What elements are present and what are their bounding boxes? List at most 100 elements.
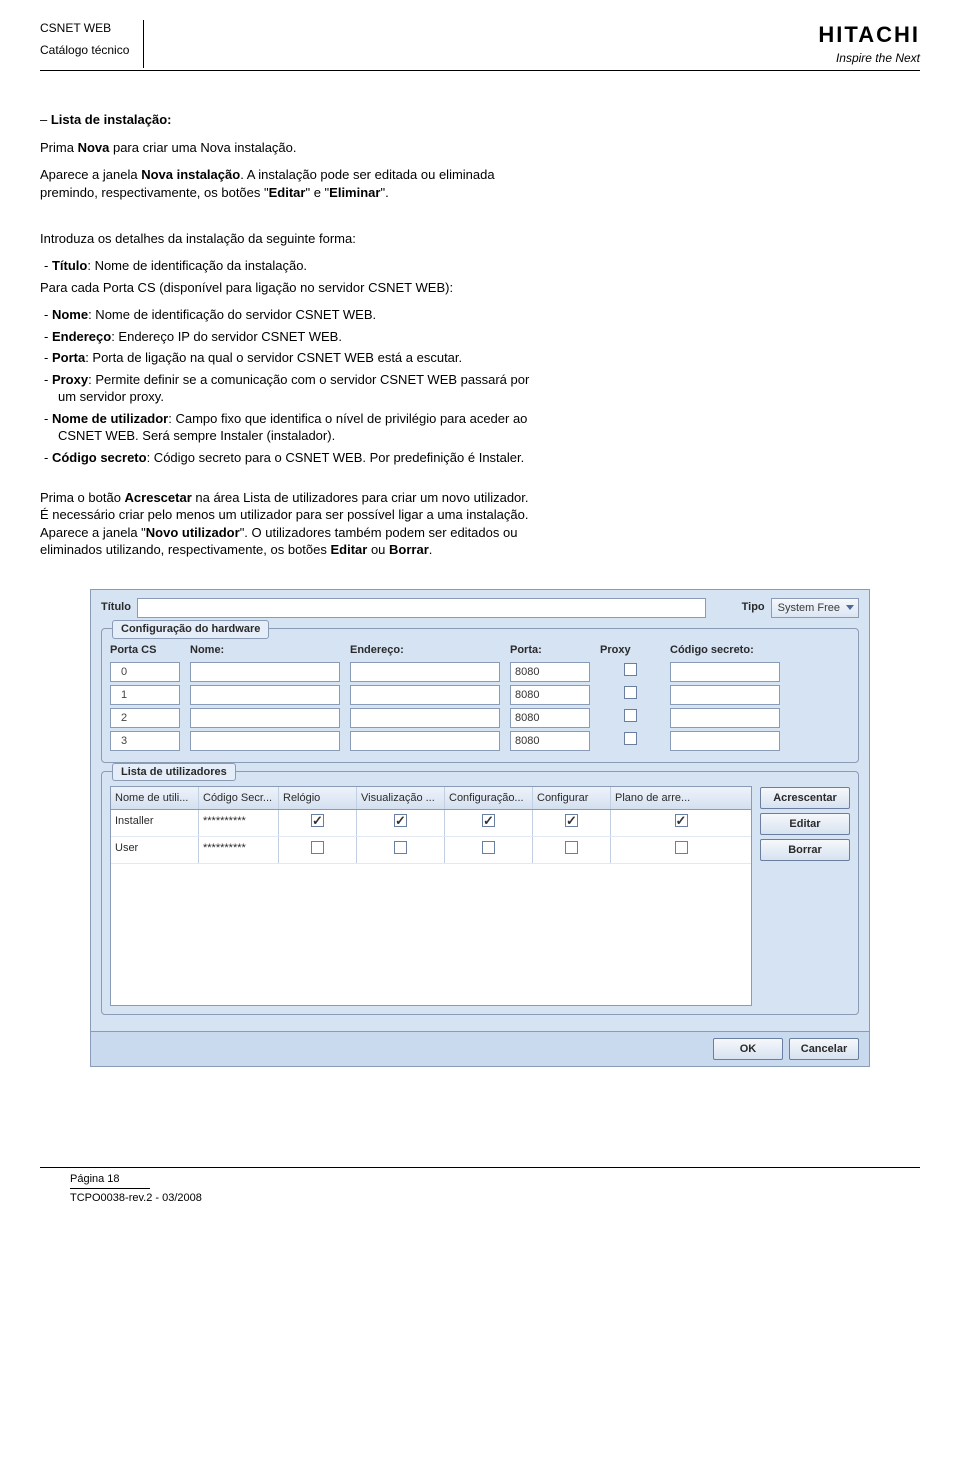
user-relogio [279,837,357,863]
checkbox-icon[interactable] [565,814,578,827]
checkbox-icon[interactable] [394,841,407,854]
hw-codigo-input[interactable] [670,731,780,751]
user-codigo: ********** [199,837,279,863]
hw-codigo-input[interactable] [670,708,780,728]
user-config2 [533,837,611,863]
user-plano [611,810,751,836]
title-row: Título Tipo System Free [101,598,859,618]
hw-nome-input[interactable] [190,731,340,751]
title-input[interactable] [137,598,706,618]
checkbox-icon[interactable] [675,814,688,827]
item-endereco: - Endereço: Endereço IP do servidor CSNE… [40,328,540,346]
hw-codigo-input[interactable] [670,685,780,705]
hw-codigo-input[interactable] [670,662,780,682]
hw-endereco-input[interactable] [350,708,500,728]
hw-porta-input[interactable]: 8080 [510,731,590,751]
para-4: Para cada Porta CS (disponível para liga… [40,279,540,297]
hw-col-porta2: Porta: [510,643,590,658]
user-relogio [279,810,357,836]
chevron-down-icon [846,605,854,610]
body-text: – Lista de instalação: Prima Nova para c… [40,111,540,558]
header-left: CSNET WEB Catálogo técnico [40,20,144,68]
ucol-config1: Configuração... [445,787,533,810]
user-codigo: ********** [199,810,279,836]
hw-porta-input[interactable]: 8080 [510,685,590,705]
hw-proxy-cell [600,686,660,704]
hw-proxy-checkbox[interactable] [624,709,637,722]
ucol-plano: Plano de arre... [611,787,751,810]
hardware-fieldset: Configuração do hardware Porta CS Nome: … [101,628,859,763]
hardware-legend: Configuração do hardware [112,620,269,639]
item-titulo: - Título: Nome de identificação da insta… [40,257,540,275]
hw-row: 08080 [110,662,850,682]
tipo-label: Tipo [742,600,765,615]
tipo-select[interactable]: System Free [771,598,859,618]
checkbox-icon[interactable] [482,841,495,854]
ucol-nome: Nome de utili... [111,787,199,810]
para-1: Prima Nova para criar uma Nova instalaçã… [40,139,540,157]
hw-proxy-checkbox[interactable] [624,663,637,676]
user-config2 [533,810,611,836]
hw-col-proxy: Proxy [600,643,660,658]
hw-row: 1 8080 [110,685,850,705]
item-nome-util: - Nome de utilizador: Campo fixo que ide… [40,410,540,445]
user-plano [611,837,751,863]
user-row[interactable]: Installer********** [111,810,751,837]
hw-proxy-cell [600,709,660,727]
hw-endereco-input[interactable] [350,685,500,705]
users-fieldset: Lista de utilizadores Nome de utili... C… [101,771,859,1015]
checkbox-icon[interactable] [311,814,324,827]
hw-proxy-cell [600,663,660,681]
ucol-relogio: Relógio [279,787,357,810]
para-2: Aparece a janela Nova instalação. A inst… [40,166,540,201]
checkbox-icon[interactable] [311,841,324,854]
user-visual [357,837,445,863]
ucol-codigo: Código Secr... [199,787,279,810]
dialog-footer: OK Cancelar [91,1031,869,1066]
user-row[interactable]: User********** [111,837,751,864]
item-nome: - Nome: Nome de identificação do servido… [40,306,540,324]
user-config1 [445,837,533,863]
ok-button[interactable]: OK [713,1038,783,1060]
hw-idx: 3 [110,731,180,751]
hw-porta-input[interactable]: 8080 [510,662,590,682]
cancel-button[interactable]: Cancelar [789,1038,859,1060]
para-3: Introduza os detalhes da instalação da s… [40,230,540,248]
hw-col-codigo: Código secreto: [670,643,780,658]
page-number: Página 18 [70,1172,150,1190]
hw-proxy-checkbox[interactable] [624,732,637,745]
item-codigo: - Código secreto: Código secreto para o … [40,449,540,467]
user-nome: Installer [111,810,199,836]
brand-tagline: Inspire the Next [818,50,920,66]
user-visual [357,810,445,836]
ucol-visual: Visualização ... [357,787,445,810]
hw-proxy-checkbox[interactable] [624,686,637,699]
item-proxy: - Proxy: Permite definir se a comunicaçã… [40,371,540,406]
users-legend: Lista de utilizadores [112,763,236,782]
delete-user-button[interactable]: Borrar [760,839,850,861]
ucol-config2: Configurar [533,787,611,810]
hw-idx: 2 [110,708,180,728]
hw-nome-input[interactable] [190,685,340,705]
header-line2: Catálogo técnico [40,42,129,58]
edit-user-button[interactable]: Editar [760,813,850,835]
checkbox-icon[interactable] [482,814,495,827]
checkbox-icon[interactable] [565,841,578,854]
hw-idx: 1 [110,685,180,705]
add-user-button[interactable]: Acrescentar [760,787,850,809]
hw-nome-input[interactable] [190,662,340,682]
hw-nome-input[interactable] [190,708,340,728]
checkbox-icon[interactable] [394,814,407,827]
users-buttons: Acrescentar Editar Borrar [760,786,850,1006]
hw-endereco-input[interactable] [350,731,500,751]
hw-proxy-cell [600,732,660,750]
checkbox-icon[interactable] [675,841,688,854]
title-label: Título [101,600,131,615]
header-right: HITACHI Inspire the Next [818,20,920,66]
hw-header: Porta CS Nome: Endereço: Porta: Proxy Có… [110,643,850,658]
page-header: CSNET WEB Catálogo técnico HITACHI Inspi… [40,20,920,71]
para-5: Prima o botão Acrescetar na área Lista d… [40,489,540,559]
hw-endereco-input[interactable] [350,662,500,682]
hw-porta-input[interactable]: 8080 [510,708,590,728]
item-porta: - Porta: Porta de ligação na qual o serv… [40,349,540,367]
